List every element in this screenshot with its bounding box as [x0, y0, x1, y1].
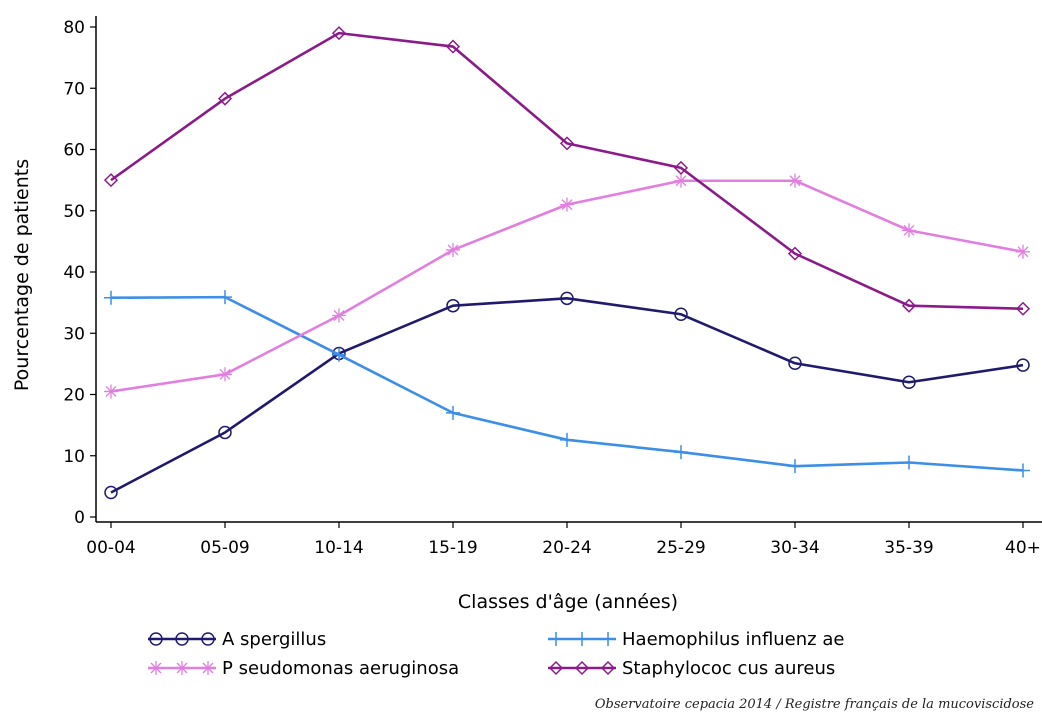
series-p-seudomonas-aeruginosa [104, 173, 1030, 399]
data-point [559, 136, 575, 151]
y-tick-label: 50 [63, 202, 85, 222]
data-point [446, 298, 460, 313]
y-axis-title: Pourcentage de patients [11, 159, 33, 391]
series-line [110, 297, 1024, 494]
data-point [674, 173, 688, 188]
x-tick-label: 10-14 [314, 538, 363, 558]
y-tick-label: 30 [63, 324, 85, 344]
source-note: Observatoire cepacia 2014 / Registre fra… [595, 697, 1034, 712]
legend-label: Staphylococ cus aureus [622, 658, 835, 679]
y-tick-label: 10 [63, 447, 85, 467]
data-point [104, 485, 118, 500]
ticks: 0 10 20 30 40 50 60 70 80 00-04 05-09 10-14 15-19 20-… [63, 18, 1041, 558]
data-point [103, 173, 119, 188]
legend-item: Haemophilus influenz ae [548, 629, 844, 650]
legend: A spergillus Haemophilus influenz ae P seu… [148, 629, 844, 679]
data-point [332, 347, 346, 362]
data-point [787, 246, 803, 261]
legend-label: A spergillus [222, 629, 326, 650]
data-point [902, 223, 916, 238]
data-point [331, 26, 347, 41]
data-point [560, 197, 574, 212]
data-point [104, 290, 118, 305]
legend-marker [149, 632, 163, 646]
legend-marker [600, 660, 616, 676]
data-point [446, 242, 460, 257]
x-axis-title: Classes d'âge (années) [458, 591, 678, 613]
legend-marker [149, 661, 163, 675]
legend-marker [601, 632, 615, 646]
legend-item: Staphylococ cus aureus [548, 658, 835, 679]
data-point [1016, 244, 1030, 259]
data-point [788, 356, 802, 371]
y-tick-label: 60 [63, 141, 85, 161]
data-point [560, 291, 574, 306]
legend-marker [575, 632, 589, 646]
legend-item: P seudomonas aeruginosa [148, 658, 459, 679]
legend-marker [549, 632, 563, 646]
legend-marker [201, 661, 215, 675]
data-point [788, 459, 802, 474]
data-point [902, 375, 916, 389]
x-tick-label: 00-04 [86, 538, 135, 558]
data-point [445, 39, 461, 54]
x-tick-label: 15-19 [428, 538, 477, 558]
data-point [1015, 301, 1031, 316]
series-haemophilus-influenz-ae [104, 290, 1030, 478]
series-a-spergillus [104, 291, 1030, 500]
data-point [332, 308, 346, 323]
axes [95, 16, 1042, 523]
data-point [217, 91, 233, 106]
legend-marker [201, 632, 215, 646]
data-point [446, 405, 460, 420]
legend-label: P seudomonas aeruginosa [222, 658, 459, 679]
legend-marker [548, 660, 564, 676]
legend-marker [574, 660, 590, 676]
y-tick-label: 40 [63, 263, 85, 283]
y-tick-label: 0 [74, 508, 85, 528]
x-tick-label: 35-39 [884, 538, 933, 558]
legend-marker [175, 661, 189, 675]
data-point [218, 367, 232, 382]
series-line [110, 179, 1024, 393]
x-tick-label: 30-34 [770, 538, 819, 558]
data-point [902, 455, 916, 470]
data-point [218, 290, 232, 305]
data-point [1016, 463, 1030, 478]
y-tick-label: 80 [63, 18, 85, 38]
y-tick-label: 20 [63, 386, 85, 406]
legend-marker [175, 632, 189, 646]
y-tick-label: 70 [63, 79, 85, 99]
x-tick-label: 40+ [1005, 538, 1041, 558]
data-point [788, 173, 802, 188]
data-point [673, 160, 689, 175]
data-point [560, 432, 574, 447]
x-tick-label: 25-29 [656, 538, 705, 558]
series-layer [103, 26, 1031, 500]
series-line [110, 31, 1024, 311]
data-point [1016, 358, 1030, 372]
x-tick-label: 20-24 [542, 538, 591, 558]
data-point [901, 298, 917, 313]
series-staphylococ-cus-aureus [103, 26, 1031, 316]
data-point [218, 425, 232, 440]
data-point [104, 384, 118, 399]
data-point [674, 445, 688, 460]
x-tick-label: 05-09 [200, 538, 249, 558]
legend-item: A spergillus [148, 629, 326, 650]
data-point [674, 307, 688, 322]
legend-label: Haemophilus influenz ae [622, 629, 844, 650]
